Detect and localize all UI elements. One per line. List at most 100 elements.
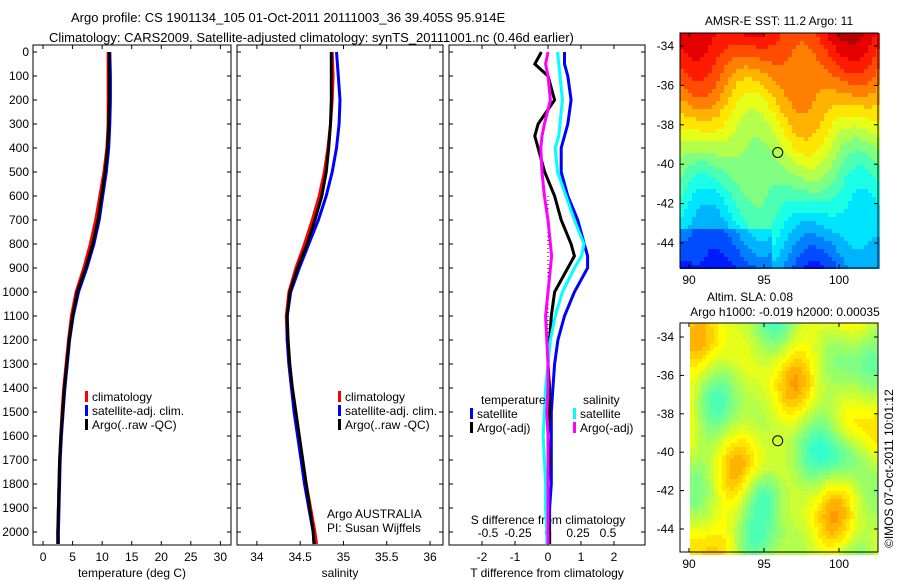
- map-cell: [856, 37, 860, 41]
- map-cell: [782, 371, 786, 375]
- map-cell: [844, 161, 848, 165]
- map-cell: [848, 37, 852, 41]
- map-cell: [684, 141, 688, 145]
- y-tick-label: 700: [9, 213, 29, 227]
- series-line-temperature-satellite: [548, 52, 590, 544]
- map-cell: [820, 93, 824, 97]
- map-cell: [754, 327, 758, 331]
- map-cell: [770, 443, 774, 447]
- map-cell: [760, 149, 764, 153]
- map-cell: [802, 503, 806, 507]
- map-cell: [864, 169, 868, 173]
- map-cell: [776, 33, 780, 37]
- map-cell: [732, 113, 736, 117]
- map-cell: [778, 379, 782, 383]
- map-cell: [768, 173, 772, 177]
- map-cell: [794, 399, 798, 403]
- map-cell: [766, 483, 770, 487]
- map-cell: [810, 363, 814, 367]
- map-cell: [756, 229, 760, 233]
- map-cell: [690, 355, 694, 359]
- map-cell: [844, 45, 848, 49]
- map-cell: [864, 97, 868, 101]
- map-cell: [792, 149, 796, 153]
- map-cell: [724, 201, 728, 205]
- map-cell: [732, 169, 736, 173]
- map-cell: [784, 141, 788, 145]
- map-cell: [778, 355, 782, 359]
- map-cell: [722, 331, 726, 335]
- map-cell: [750, 343, 754, 347]
- map-cell: [758, 471, 762, 475]
- map-cell: [810, 351, 814, 355]
- map-cell: [748, 105, 752, 109]
- map-cell: [796, 33, 800, 37]
- map-cell: [802, 331, 806, 335]
- map-cell: [798, 347, 802, 351]
- map-cell: [726, 467, 730, 471]
- map-cell: [832, 181, 836, 185]
- map-cell: [754, 351, 758, 355]
- map-cell: [800, 113, 804, 117]
- map-cell: [786, 439, 790, 443]
- map-cell: [730, 535, 734, 539]
- map-cell: [694, 547, 698, 551]
- map-cell: [720, 53, 724, 57]
- map-cell: [836, 153, 840, 157]
- map-cell: [738, 523, 742, 527]
- map-cell: [766, 399, 770, 403]
- map-cell: [718, 511, 722, 515]
- map-cell: [864, 229, 868, 233]
- map-cell: [856, 217, 860, 221]
- map-cell: [872, 41, 876, 45]
- map-cell: [746, 539, 750, 543]
- map-cell: [852, 37, 856, 41]
- map-cell: [860, 45, 864, 49]
- map-cell: [790, 507, 794, 511]
- y-tick-label: 900: [9, 261, 29, 275]
- map-cell: [812, 37, 816, 41]
- map-cell: [746, 375, 750, 379]
- map-cell: [844, 77, 848, 81]
- map-cell: [718, 411, 722, 415]
- map-cell: [756, 253, 760, 257]
- map-cell: [800, 141, 804, 145]
- map-cell: [872, 233, 876, 237]
- map-cell: [744, 45, 748, 49]
- map-cell: [816, 101, 820, 105]
- map-cell: [728, 109, 732, 113]
- map-cell: [750, 551, 754, 555]
- map-cell: [704, 33, 708, 37]
- map-cell: [798, 427, 802, 431]
- map-cell: [726, 511, 730, 515]
- map-cell: [722, 423, 726, 427]
- map-cell: [840, 257, 844, 261]
- map-cell: [868, 53, 872, 57]
- map-cell: [798, 383, 802, 387]
- map-cell: [760, 181, 764, 185]
- map-cell: [782, 531, 786, 535]
- map-cell: [798, 375, 802, 379]
- map-cell: [776, 173, 780, 177]
- map-cell: [872, 49, 876, 53]
- map-cell: [726, 395, 730, 399]
- map-cell: [712, 241, 716, 245]
- map-cell: [746, 347, 750, 351]
- map-cell: [786, 543, 790, 547]
- map-cell: [824, 105, 828, 109]
- map-cell: [828, 173, 832, 177]
- map-cell: [692, 257, 696, 261]
- map-cell: [836, 157, 840, 161]
- map-cell: [738, 323, 742, 327]
- map-cell: [694, 359, 698, 363]
- map-cell: [802, 351, 806, 355]
- map-cell: [806, 547, 810, 551]
- map-cell: [758, 403, 762, 407]
- map-cell: [852, 265, 856, 269]
- map-cell: [736, 213, 740, 217]
- map-cell: [772, 69, 776, 73]
- map-cell: [806, 399, 810, 403]
- map-cell: [868, 125, 872, 129]
- map-cell: [708, 181, 712, 185]
- map-cell: [694, 395, 698, 399]
